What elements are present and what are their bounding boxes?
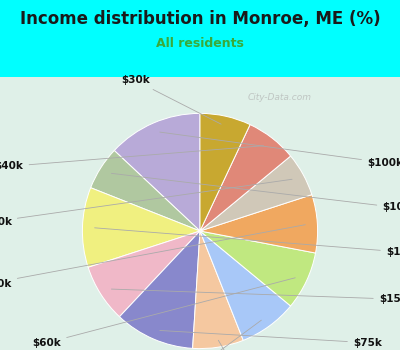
Text: $50k: $50k (148, 320, 261, 350)
Wedge shape (200, 125, 291, 231)
Text: $10k: $10k (112, 173, 400, 212)
Text: $60k: $60k (32, 278, 295, 348)
Wedge shape (200, 231, 316, 306)
Wedge shape (200, 156, 312, 231)
Wedge shape (82, 188, 200, 267)
Wedge shape (200, 231, 291, 340)
Text: $100k: $100k (160, 132, 400, 168)
Wedge shape (193, 231, 243, 349)
Text: $20k: $20k (218, 340, 264, 350)
Text: City-Data.com: City-Data.com (248, 93, 312, 103)
Wedge shape (120, 231, 200, 348)
Wedge shape (200, 113, 250, 231)
Text: Income distribution in Monroe, ME (%): Income distribution in Monroe, ME (%) (20, 10, 380, 28)
Text: $125k: $125k (95, 228, 400, 257)
Text: $30k: $30k (121, 76, 221, 124)
Text: $200k: $200k (0, 179, 292, 226)
Text: All residents: All residents (156, 37, 244, 50)
Wedge shape (200, 195, 318, 253)
Text: $150k: $150k (112, 289, 400, 304)
Wedge shape (114, 113, 200, 231)
Text: $40k: $40k (0, 146, 264, 171)
Text: > $200k: > $200k (0, 225, 305, 289)
Text: $75k: $75k (160, 330, 382, 348)
Wedge shape (88, 231, 200, 317)
Wedge shape (91, 150, 200, 231)
